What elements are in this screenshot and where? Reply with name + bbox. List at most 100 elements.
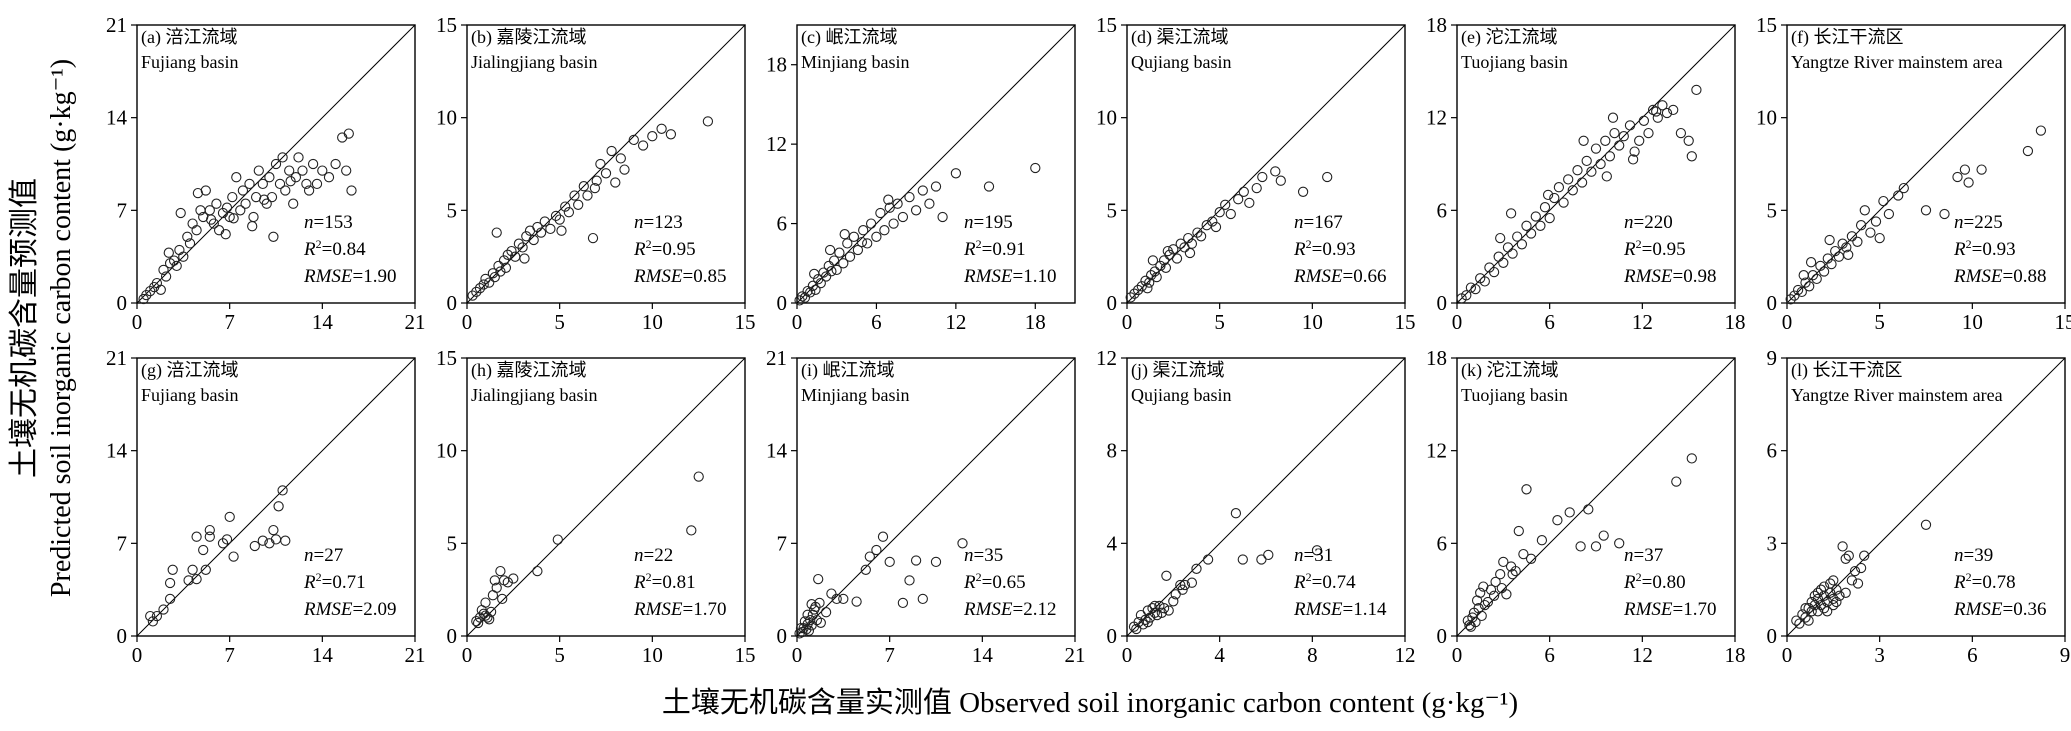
stat-rmse-symbol: RMSE (633, 599, 683, 620)
x-tick-label: 8 (1307, 643, 1318, 667)
panel-e: 00 6 6 12 12 18 18 (e) 沱江流域 Tuojiang basin n=220 R… (1426, 13, 1746, 334)
data-point (1140, 614, 1151, 625)
data-point (1567, 185, 1578, 196)
data-point (1818, 266, 1830, 277)
stat-rmse: RMSE=0.66 (1293, 266, 1387, 287)
data-point (1251, 182, 1262, 194)
stat-rmse-symbol: RMSE (1293, 266, 1343, 287)
data-point (1803, 615, 1814, 626)
data-point (532, 565, 543, 577)
stat-rmse-value: =1.70 (683, 599, 727, 620)
data-point (801, 624, 812, 635)
data-point (1806, 596, 1817, 608)
data-point (247, 221, 258, 232)
data-point (1878, 195, 1889, 207)
data-point (1800, 603, 1811, 614)
data-point (337, 132, 348, 143)
y-tick-label: 18 (1426, 13, 1447, 37)
data-point (851, 596, 862, 607)
y-tick-label: 0 (117, 624, 128, 648)
stat-rmse: RMSE=0.88 (1953, 266, 2047, 287)
stat-rmse: RMSE=1.90 (303, 266, 397, 287)
stat-n-symbol: n (304, 212, 314, 233)
data-point (191, 225, 202, 236)
stat-r2: R2=0.91 (963, 237, 1026, 260)
data-point (1149, 266, 1160, 277)
x-tick-label: 15 (735, 310, 756, 334)
data-point (343, 128, 354, 139)
data-point (257, 178, 268, 190)
stat-rmse-symbol: RMSE (1293, 599, 1343, 620)
data-point (280, 185, 291, 196)
data-point (1572, 165, 1583, 176)
x-tick-label: 14 (972, 643, 994, 667)
data-point (293, 152, 304, 163)
data-point (803, 625, 815, 636)
data-point (1576, 177, 1588, 188)
y-tick-label: 15 (1096, 13, 1117, 37)
data-point (1155, 260, 1166, 272)
data-point (1805, 257, 1817, 268)
x-tick-label: 0 (1122, 643, 1133, 667)
y-tick-label: 10 (1756, 106, 1777, 130)
data-point (500, 262, 512, 273)
data-point (884, 202, 895, 213)
data-point (582, 190, 593, 201)
stat-n-symbol: n (634, 212, 644, 233)
data-point (799, 292, 811, 303)
stat-n: n=35 (964, 545, 1003, 566)
x-tick-label: 0 (792, 643, 803, 667)
x-tick-label: 4 (1214, 643, 1225, 667)
data-point (274, 178, 286, 190)
data-point (1186, 577, 1198, 588)
data-point (1470, 283, 1481, 295)
y-tick-label: 0 (1107, 624, 1118, 648)
stat-r2-symbol: R (963, 239, 976, 260)
data-point (1671, 476, 1682, 487)
data-point (1840, 553, 1851, 564)
data-point (141, 289, 152, 301)
one-to-one-line (796, 24, 1076, 304)
data-point (1210, 221, 1222, 233)
data-point (802, 609, 813, 620)
data-point (270, 158, 282, 170)
data-point (1230, 508, 1242, 519)
data-point (1214, 207, 1225, 218)
data-point (813, 573, 824, 585)
plot-frame (1456, 357, 1736, 637)
data-point (795, 622, 807, 634)
data-point (221, 202, 233, 213)
data-point (702, 116, 714, 127)
data-point (1818, 581, 1830, 592)
one-to-one-line (1456, 357, 1736, 637)
stat-r2-exponent: 2 (316, 570, 322, 584)
stat-r2-exponent: 2 (1306, 237, 1312, 251)
data-point (595, 158, 606, 170)
data-point (589, 182, 601, 194)
data-point (480, 610, 491, 621)
data-point (175, 207, 186, 219)
data-point (1510, 565, 1521, 577)
stat-rmse-symbol: RMSE (303, 266, 353, 287)
data-point (1859, 550, 1870, 561)
data-point (1493, 251, 1504, 262)
data-point (1815, 584, 1827, 595)
data-point (471, 616, 482, 627)
data-point (1846, 231, 1858, 242)
y-tick-label: 0 (1437, 624, 1448, 648)
data-point (856, 236, 868, 248)
data-point (924, 198, 935, 209)
y-tick-label: 15 (1756, 13, 1777, 37)
panel-title-cn: (h) 嘉陵江流域 (471, 360, 587, 381)
data-point (814, 597, 825, 609)
data-point (240, 198, 251, 209)
data-point (1852, 578, 1864, 589)
data-point (1846, 575, 1858, 586)
y-tick-label: 0 (777, 624, 788, 648)
x-tick-label: 10 (1962, 310, 1983, 334)
y-tick-label: 6 (777, 212, 788, 236)
stat-r2-exponent: 2 (976, 237, 982, 251)
x-tick-label: 5 (1874, 310, 1885, 334)
data-point (1297, 186, 1309, 197)
stat-n-symbol: n (1294, 212, 1304, 233)
